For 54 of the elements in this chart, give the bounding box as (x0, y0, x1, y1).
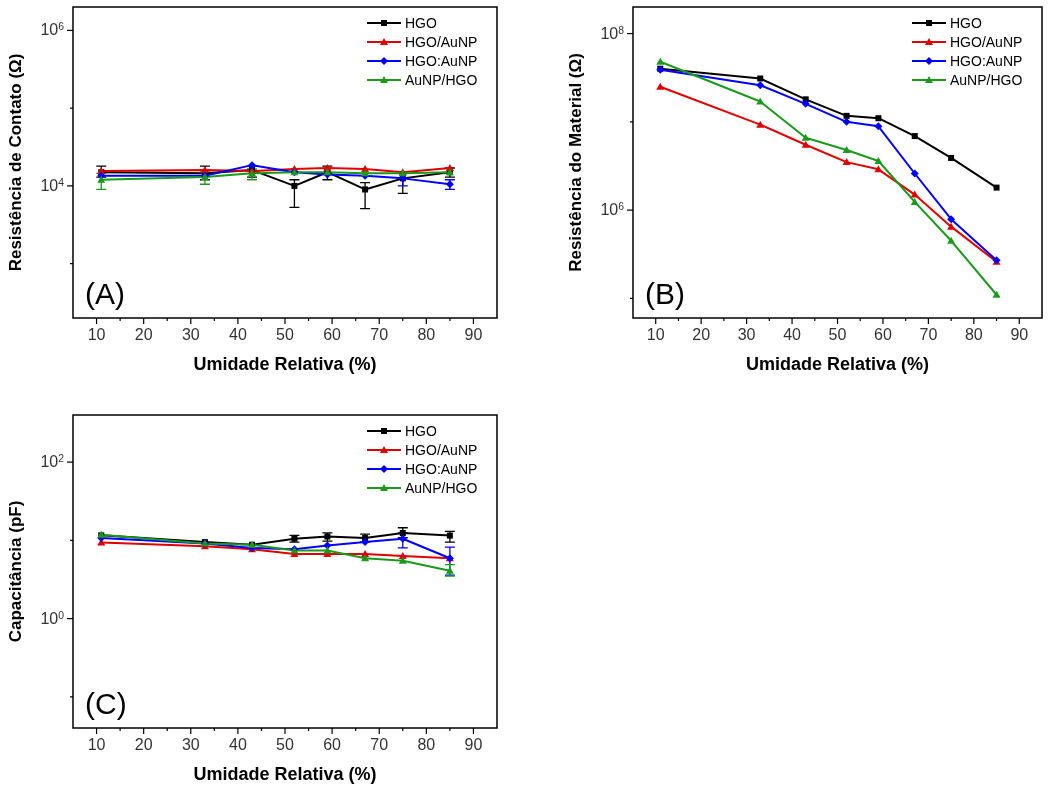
y-axis-title: Resistência do Material (Ω) (566, 53, 585, 272)
legend-label: HGO:AuNP (405, 461, 478, 477)
annotation: (C) (85, 687, 127, 720)
legend-label: AuNP/HGO (405, 480, 478, 496)
x-tick-label: 70 (370, 326, 389, 343)
y-tick-label: 10$^{8}$ (600, 24, 625, 42)
x-tick-label: 20 (134, 736, 153, 753)
y-axis-title: Resistência de Contato (Ω) (6, 53, 25, 272)
x-tick-label: 70 (370, 736, 389, 753)
legend-label: HGO (405, 15, 437, 31)
y-tick-label: 10$^{0}$ (40, 609, 65, 627)
x-tick-label: 40 (783, 326, 802, 343)
y-tick-label: 10$^{6}$ (40, 20, 65, 39)
x-axis-title: Umidade Relativa (%) (193, 764, 377, 784)
x-tick-label: 90 (464, 326, 483, 343)
x-tick-label: 50 (276, 326, 294, 343)
x-tick-label: 50 (276, 736, 294, 753)
x-tick-label: 20 (692, 326, 711, 343)
legend-label: HGO:AuNP (950, 53, 1023, 69)
legend-label: AuNP/HGO (950, 72, 1023, 88)
y-axis-title: Capacitância (pF) (6, 500, 25, 643)
legend-label: HGO/AuNP (950, 34, 1023, 50)
legend-label: AuNP/HGO (405, 72, 478, 88)
y-tick-label: 10$^{4}$ (40, 176, 65, 194)
x-tick-label: 60 (874, 326, 892, 343)
x-tick-label: 60 (323, 326, 342, 343)
y-tick-label: 10$^{2}$ (40, 452, 65, 471)
x-tick-label: 40 (228, 736, 247, 753)
x-tick-label: 10 (87, 326, 106, 343)
x-tick-label: 80 (964, 326, 983, 343)
x-tick-label: 10 (87, 736, 106, 753)
y-tick-label: 10$^{6}$ (600, 200, 625, 219)
x-tick-label: 50 (828, 326, 847, 343)
legend-label: HGO (950, 15, 982, 31)
x-tick-label: 70 (919, 326, 938, 343)
x-tick-label: 20 (134, 326, 153, 343)
x-tick-label: 30 (181, 736, 200, 753)
x-tick-label: 40 (228, 326, 247, 343)
legend-label: HGO (405, 423, 437, 439)
x-tick-label: 80 (417, 736, 436, 753)
x-tick-label: 80 (417, 326, 436, 343)
x-tick-label: 90 (1010, 326, 1029, 343)
x-tick-label: 10 (646, 326, 665, 343)
legend-label: HGO/AuNP (405, 442, 478, 458)
x-tick-label: 30 (181, 326, 200, 343)
x-axis-title: Umidade Relativa (%) (193, 354, 377, 374)
x-tick-label: 90 (464, 736, 483, 753)
annotation: (A) (85, 277, 125, 310)
x-tick-label: 60 (323, 736, 342, 753)
x-axis-title: Umidade Relativa (%) (745, 354, 930, 374)
legend-label: HGO:AuNP (405, 53, 478, 69)
x-tick-label: 30 (737, 326, 756, 343)
legend-label: HGO/AuNP (405, 34, 478, 50)
annotation: (B) (645, 277, 685, 310)
